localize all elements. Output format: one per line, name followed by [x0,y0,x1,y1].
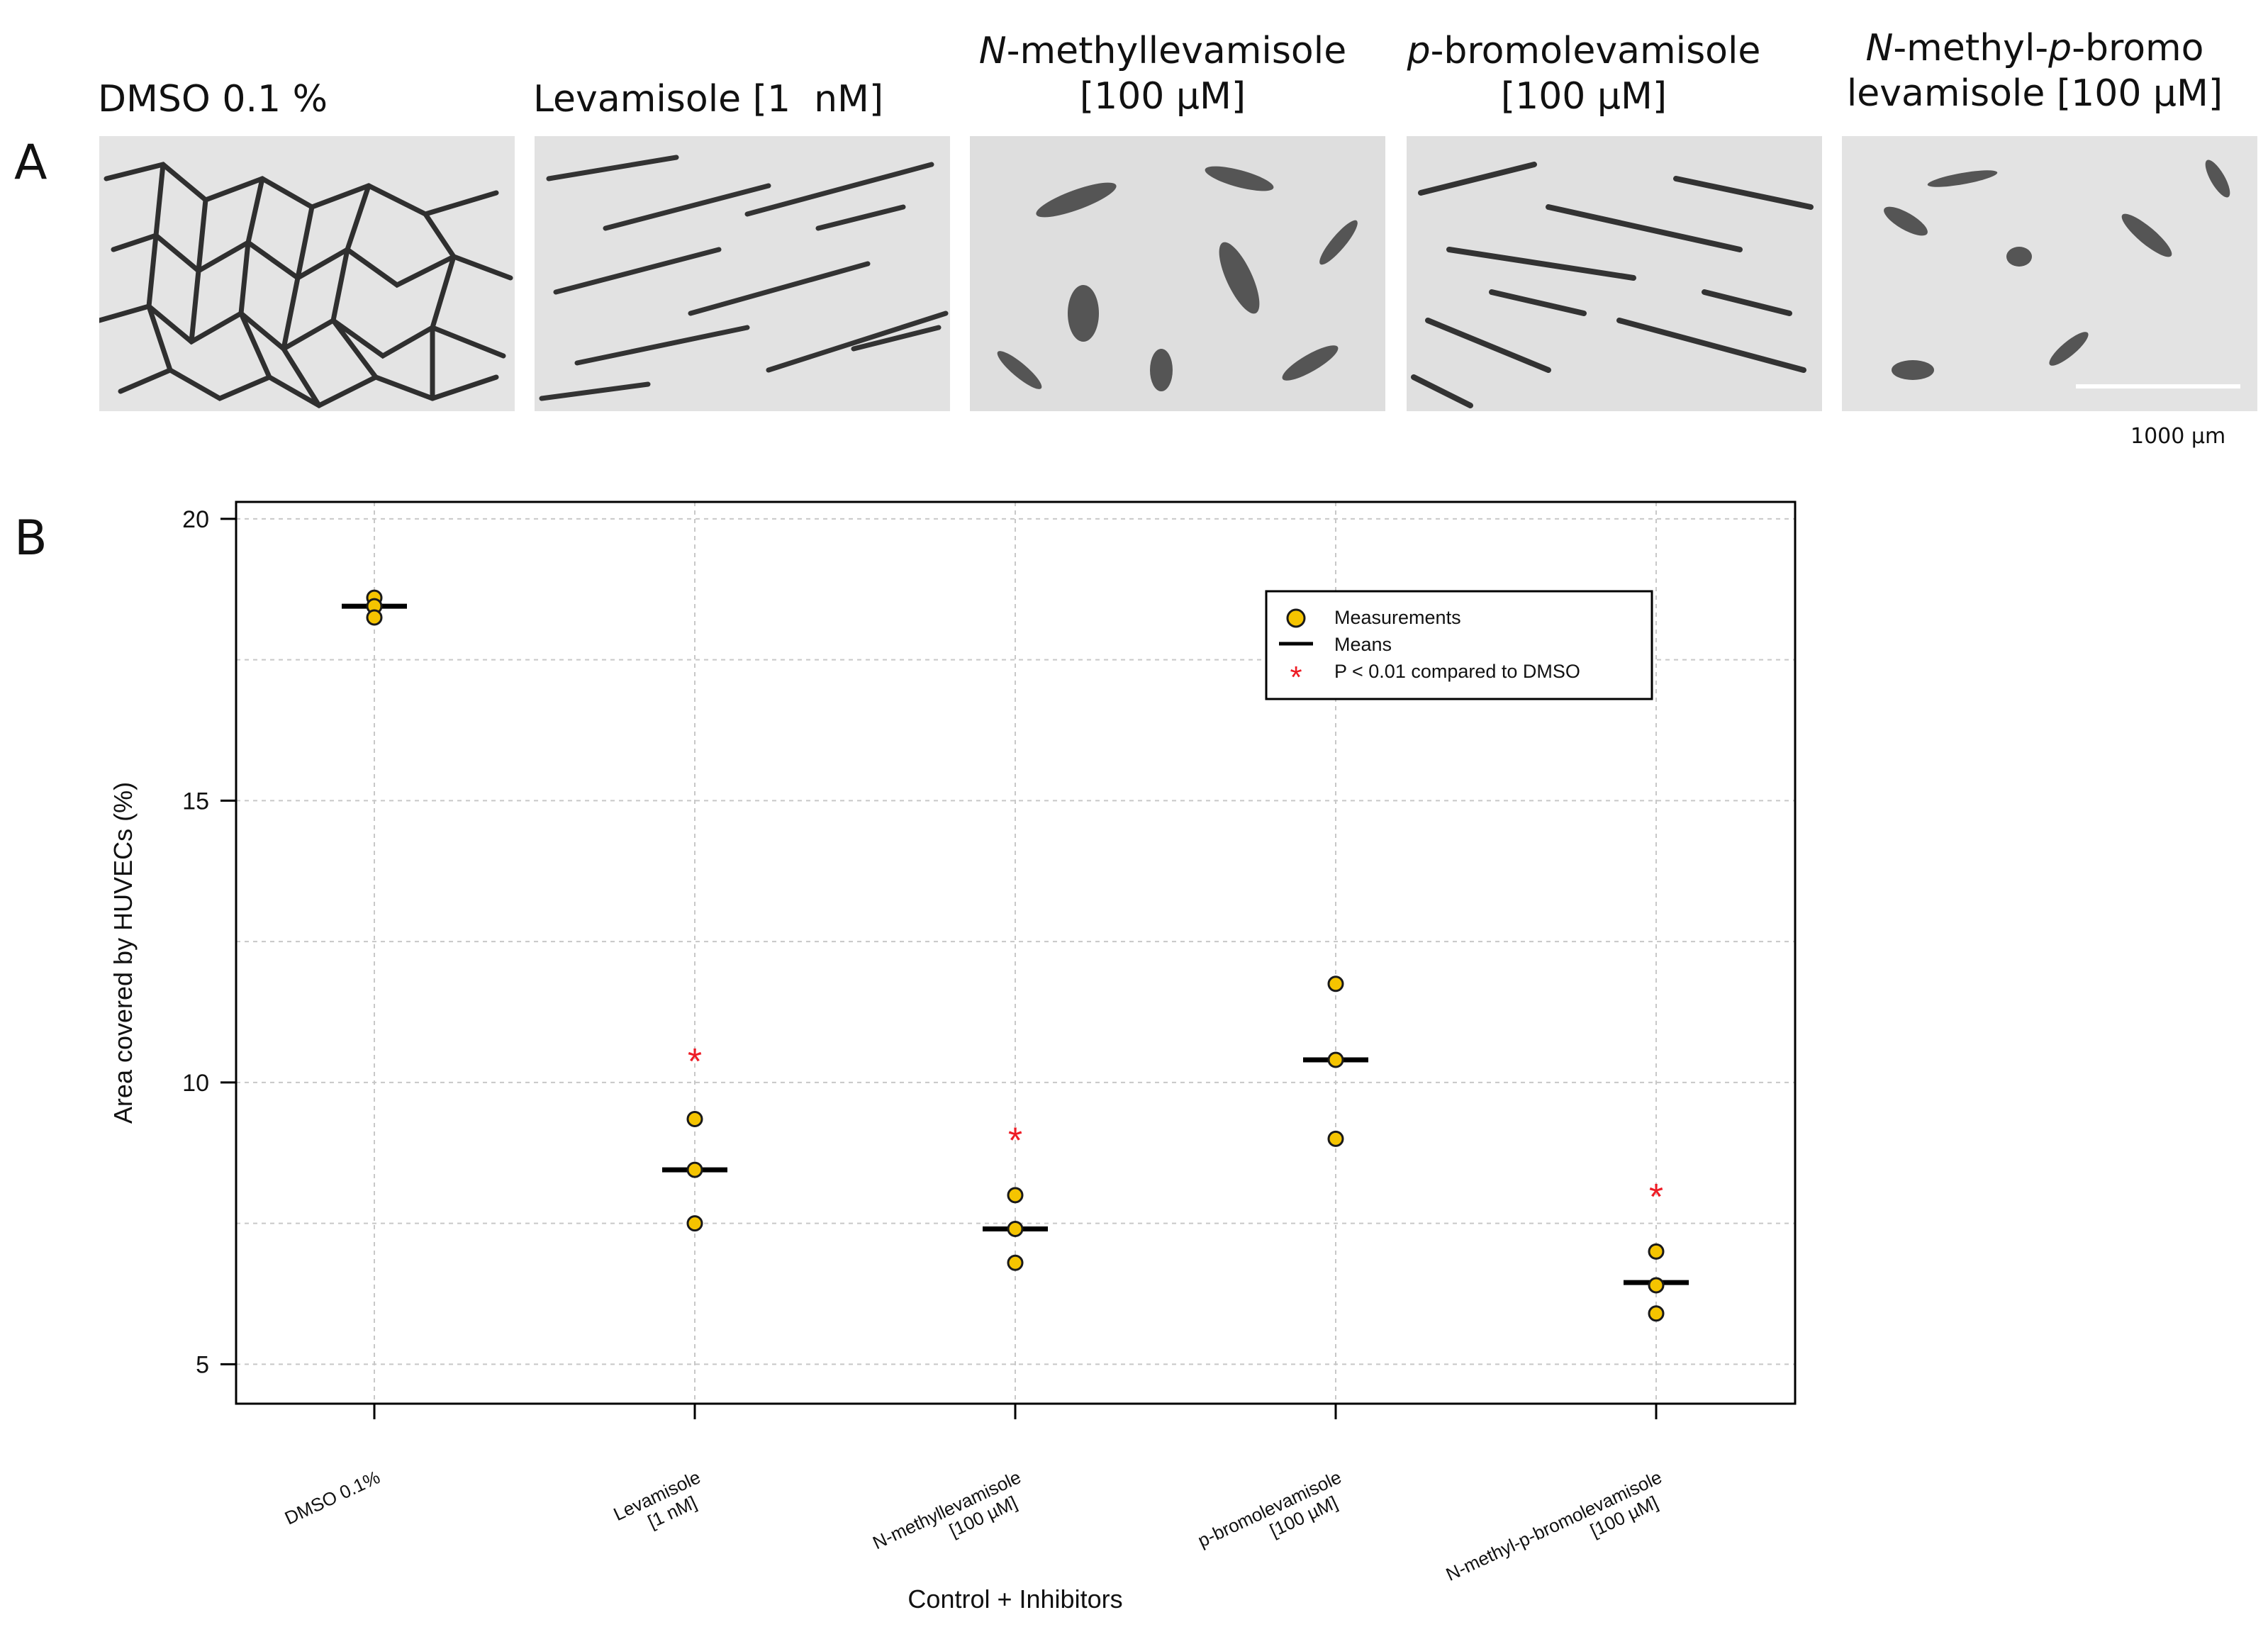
micrograph-p-bromolevamisole [1407,136,1822,411]
measurement-point [686,1111,703,1128]
significance-star: * [688,1041,702,1083]
significance-star: * [1649,1177,1663,1218]
legend-star-symbol: * [1290,660,1302,695]
image-title-levamisole: Levamisole [1 nM] [533,78,884,121]
y-axis-title: Area covered by HUVECs (%) [108,782,138,1124]
legend-label: Measurements [1334,607,1461,628]
x-tick-label: DMSO 0.1% [281,1466,384,1528]
image-title-p-bromolevamisole: p-bromolevamisole [100 µM] [1407,30,1761,118]
y-tick-label: 20 [182,506,209,533]
measurement-point [686,1215,703,1232]
x-tick-label: Levamisole[1 nM] [610,1466,713,1544]
micrograph-dmso [99,136,515,411]
measurement-point [1648,1305,1665,1322]
image-title-dmso: DMSO 0.1 % [98,78,328,121]
significance-star: * [1008,1120,1022,1161]
image-title-n-methyl-p-bromolevamisole: N-methyl-p-bromo levamisole [100 µM] [1846,27,2223,115]
measurement-point [1007,1221,1024,1238]
y-tick-label: 10 [182,1070,209,1097]
measurement-point [366,609,383,626]
measurement-point [1327,1130,1344,1147]
legend-box [1265,590,1653,700]
x-axis-title: Control + Inhibitors [907,1584,1122,1614]
measurement-point [1007,1187,1024,1204]
image-title-n-methyllevamisole: N-methyllevamisole [100 µM] [978,30,1347,118]
scale-bar-label: 1000 µm [2130,424,2226,449]
x-tick-label: p-bromolevamisole[100 µM] [1195,1466,1353,1570]
measurement-point [686,1161,703,1178]
measurement-point [1007,1254,1024,1271]
measurement-point [1327,1051,1344,1068]
measurement-point [1648,1243,1665,1260]
y-tick-label: 15 [182,788,209,815]
scale-bar [2076,384,2240,388]
legend-label: Means [1334,634,1392,655]
panel-a-letter: A [14,135,48,191]
micrograph-n-methyl-p-bromolevamisole [1842,136,2257,411]
y-tick-label: 5 [196,1351,209,1378]
panel-b-letter: B [14,510,48,566]
micrograph-n-methyllevamisole [970,136,1385,411]
x-tick-label: N-methyl-p-bromolevamisole[100 µM] [1443,1466,1675,1604]
measurement-point [1327,975,1344,993]
legend-point-symbol [1286,608,1306,628]
legend-label: P < 0.01 compared to DMSO [1334,661,1580,682]
micrograph-levamisole [535,136,950,411]
x-tick-label: N-methyllevamisole[100 µM] [869,1466,1033,1572]
measurement-point [1648,1277,1665,1294]
